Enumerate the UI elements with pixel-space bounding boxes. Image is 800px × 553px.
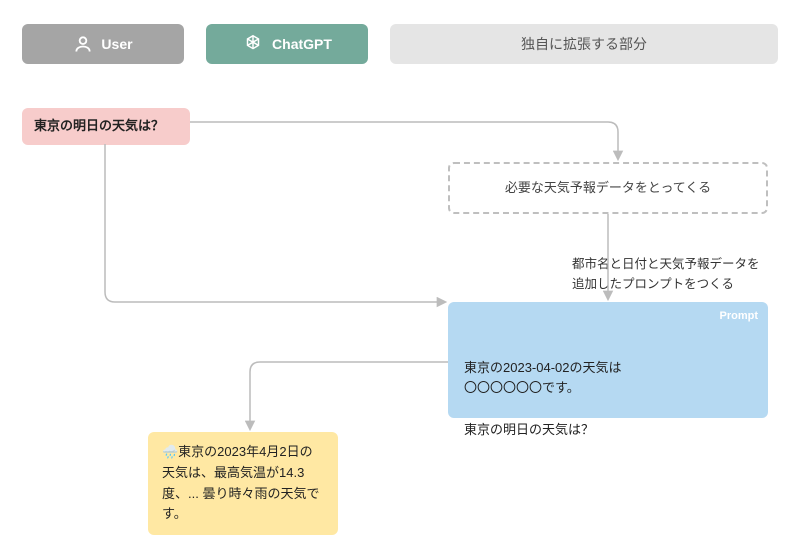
openai-icon — [242, 33, 264, 55]
prompt-badge: Prompt — [720, 308, 759, 326]
legend-extension: 独自に拡張する部分 — [390, 24, 778, 64]
user-query-node: 東京の明日の天気は？ — [22, 108, 190, 145]
prompt-node: Prompt 東京の2023-04-02の天気は 〇〇〇〇〇〇です。 東京の明日… — [448, 302, 768, 418]
user-icon — [73, 34, 93, 54]
legend-user: User — [22, 24, 184, 64]
fetch-data-text: 必要な天気予報データをとってくる — [505, 178, 711, 199]
edge-label-build-prompt: 都市名と日付と天気予報データを 追加したプロンプトをつくる — [572, 236, 760, 294]
fetch-data-node: 必要な天気予報データをとってくる — [448, 162, 768, 214]
answer-text: 🌧️東京の2023年4月2日の天気は、最高気温が14.3度、... 曇り時々雨の… — [162, 444, 319, 521]
user-query-text: 東京の明日の天気は？ — [34, 118, 164, 133]
legend-extension-label: 独自に拡張する部分 — [521, 34, 647, 54]
prompt-text: 東京の2023-04-02の天気は 〇〇〇〇〇〇です。 東京の明日の天気は？ — [464, 360, 622, 437]
legend-chatgpt: ChatGPT — [206, 24, 368, 64]
legend-chatgpt-label: ChatGPT — [272, 36, 332, 52]
legend-user-label: User — [101, 36, 132, 52]
answer-node: 🌧️東京の2023年4月2日の天気は、最高気温が14.3度、... 曇り時々雨の… — [148, 432, 338, 535]
